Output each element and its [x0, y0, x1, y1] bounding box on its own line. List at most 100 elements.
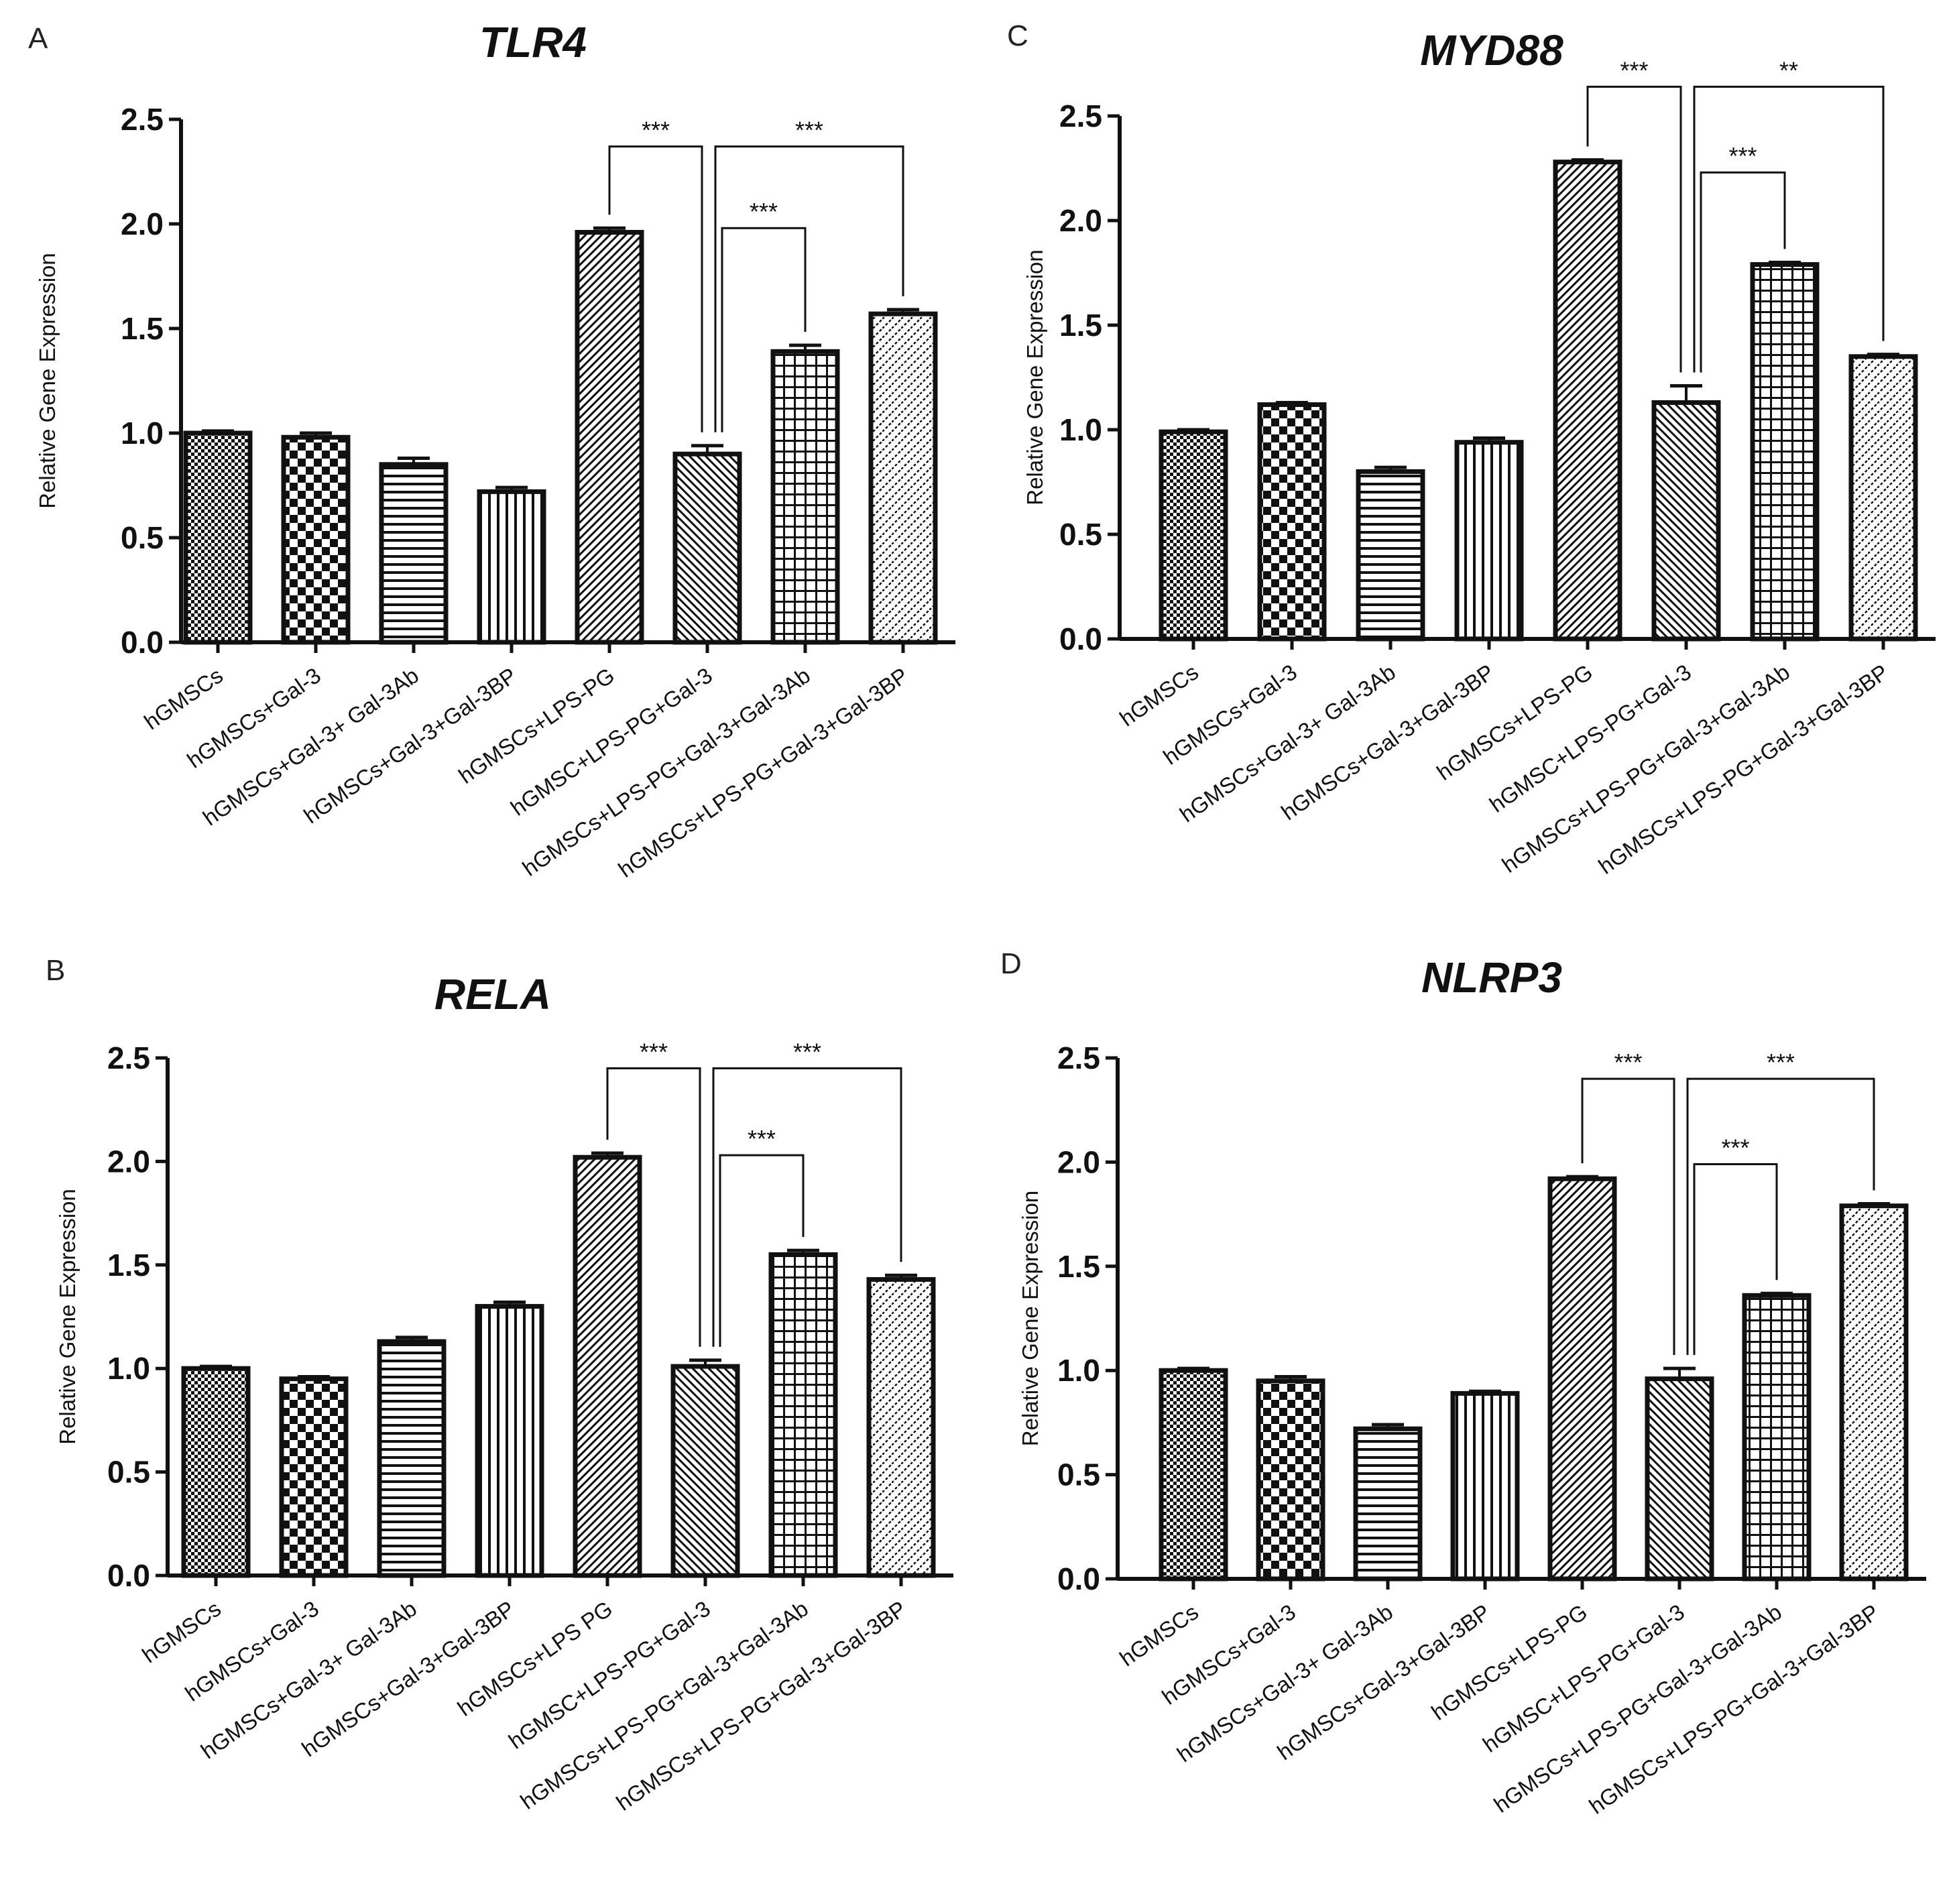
significance-label: ***	[1620, 56, 1648, 84]
bar	[1450, 1390, 1520, 1582]
y-axis-label: Relative Gene Expression	[55, 1189, 80, 1445]
panel-letter: B	[46, 954, 65, 987]
panel-letter: C	[1007, 19, 1028, 52]
bar	[866, 1276, 936, 1578]
y-tick-label: 0.0	[107, 1558, 150, 1593]
significance-bracket	[1693, 85, 1885, 373]
chart-title: NLRP3	[1421, 953, 1562, 1002]
significance-label: ***	[1614, 1049, 1642, 1076]
bar	[573, 1154, 642, 1578]
chart-panel-A: A TLR4 Relative Gene Expression 0.0 0.5 1.0 1.…	[28, 18, 955, 882]
bar	[1547, 1176, 1617, 1582]
bar	[768, 1252, 838, 1578]
y-tick-label: 2.0	[1059, 203, 1102, 238]
significance-bracket	[1586, 85, 1682, 373]
significance-label: ***	[795, 117, 823, 144]
bar	[670, 1364, 740, 1578]
significance-label: ***	[1767, 1049, 1795, 1076]
significance-bracket	[1686, 1077, 1875, 1356]
chart-panel-D: D NLRP3 Relative Gene Expression 0.0 0.5 1.0 1…	[1000, 947, 1926, 1819]
significance-label: ***	[1721, 1134, 1749, 1162]
bar	[1159, 1368, 1228, 1582]
bar	[475, 1304, 544, 1578]
significance-label: ***	[793, 1038, 821, 1065]
y-tick-label: 2.0	[1057, 1144, 1100, 1179]
y-axis-label: Relative Gene Expression	[1018, 1191, 1043, 1447]
bar	[1742, 1293, 1812, 1582]
x-tick-label: hGMSCs+LPS-PG	[1427, 1599, 1592, 1725]
bar	[377, 1339, 447, 1578]
bar	[1159, 429, 1228, 642]
y-tick-label: 0.5	[107, 1455, 150, 1490]
y-tick-label: 1.0	[121, 416, 164, 451]
x-tick-label: hGMSCs	[137, 1596, 225, 1667]
significance-label: ***	[750, 198, 778, 225]
bar	[1651, 400, 1721, 642]
x-tick-label: hGMSCs	[1115, 659, 1203, 731]
y-tick-label: 0.0	[1057, 1561, 1100, 1596]
bar	[183, 430, 253, 645]
y-tick-label: 1.5	[1059, 308, 1102, 343]
y-tick-label: 2.5	[121, 102, 164, 137]
significance-bracket	[719, 1154, 805, 1347]
bar	[1353, 1426, 1423, 1582]
significance-label: ***	[1728, 142, 1757, 170]
significance-bracket	[712, 1067, 902, 1347]
y-tick-label: 1.0	[1059, 412, 1102, 447]
y-tick-label: 0.5	[1059, 517, 1102, 552]
significance-label: ***	[642, 117, 670, 144]
y-tick-label: 1.5	[1057, 1249, 1100, 1284]
bar	[672, 451, 742, 645]
significance-label: ***	[640, 1038, 668, 1065]
significance-bracket	[1693, 1163, 1778, 1356]
x-tick-label: hGMSCs	[1115, 1599, 1203, 1671]
chart-title: TLR4	[479, 18, 587, 66]
significance-label: **	[1779, 56, 1798, 84]
bar	[575, 229, 644, 645]
significance-bracket	[1700, 171, 1786, 373]
bar	[1848, 354, 1918, 642]
bar	[1553, 160, 1622, 642]
x-tick-label: hGMSCs	[139, 662, 227, 734]
bar	[1454, 440, 1524, 642]
y-tick-label: 0.0	[1059, 621, 1102, 656]
panel-letter: D	[1000, 947, 1022, 980]
y-axis-label: Relative Gene Expression	[35, 253, 60, 509]
bar	[379, 462, 449, 645]
bar	[1257, 402, 1327, 642]
significance-label: ***	[748, 1125, 776, 1152]
chart-title: MYD88	[1420, 26, 1563, 74]
bar	[279, 1376, 349, 1578]
y-tick-label: 0.5	[121, 520, 164, 555]
chart-panel-B: B RELA Relative Gene Expression 0.0 0.5 1.0 1.…	[46, 954, 953, 1816]
bar	[1750, 262, 1820, 642]
bar	[181, 1366, 251, 1578]
chart-panel-C: C MYD88 Relative Gene Expression 0.0 0.5 1.0 1…	[1007, 19, 1936, 879]
significance-bracket	[1581, 1077, 1675, 1356]
bar	[1256, 1378, 1325, 1582]
chart-title: RELA	[434, 970, 551, 1018]
y-tick-label: 0.0	[121, 625, 164, 660]
y-tick-label: 2.5	[1059, 99, 1102, 133]
y-tick-label: 1.5	[107, 1248, 150, 1283]
y-tick-label: 0.5	[1057, 1457, 1100, 1492]
significance-bracket	[608, 145, 703, 432]
significance-bracket	[714, 145, 904, 432]
bar	[1839, 1203, 1909, 1582]
y-tick-label: 2.5	[1057, 1040, 1100, 1075]
y-tick-label: 1.5	[121, 311, 164, 346]
y-axis-label: Relative Gene Expression	[1022, 249, 1047, 505]
bar	[281, 434, 351, 645]
bar	[770, 349, 840, 645]
panel-letter: A	[28, 22, 48, 55]
y-tick-label: 2.5	[107, 1040, 150, 1075]
bar	[1645, 1376, 1714, 1582]
bar	[477, 489, 546, 645]
y-tick-label: 2.0	[121, 206, 164, 241]
y-tick-label: 1.0	[107, 1351, 150, 1386]
bar	[1356, 469, 1425, 642]
significance-bracket	[606, 1067, 701, 1347]
y-tick-label: 2.0	[107, 1144, 150, 1179]
bar	[868, 311, 938, 645]
